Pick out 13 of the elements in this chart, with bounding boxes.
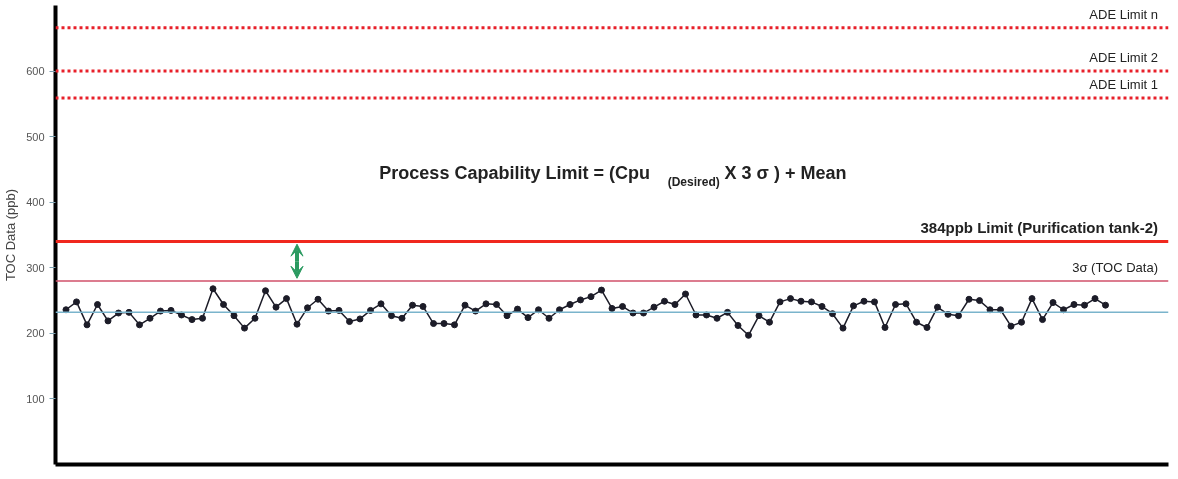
ref-line-label: ADE Limit n bbox=[1089, 6, 1159, 22]
ref-line-label: ADE Limit 2 bbox=[1089, 50, 1159, 66]
annotation: Process Capability Limit = (Cpu(Desired) X 3 σ ) + Mean bbox=[379, 162, 847, 189]
y-tick-label: 100 bbox=[26, 392, 45, 405]
y-tick-label: 600 bbox=[26, 65, 45, 78]
ref-line-label: ADE Limit 1 bbox=[1089, 76, 1159, 92]
y-tick-label: 500 bbox=[26, 130, 45, 143]
y-tick-label: 300 bbox=[26, 261, 45, 274]
ref-line-label: 384ppb Limit (Purification tank-2) bbox=[920, 218, 1159, 236]
y-tick-label: 200 bbox=[26, 327, 45, 340]
ref-line-label: 3σ (TOC Data) bbox=[1072, 259, 1159, 275]
y-tick-label: 400 bbox=[26, 196, 45, 209]
y-axis-title: TOC Data (ppb) bbox=[3, 188, 19, 282]
